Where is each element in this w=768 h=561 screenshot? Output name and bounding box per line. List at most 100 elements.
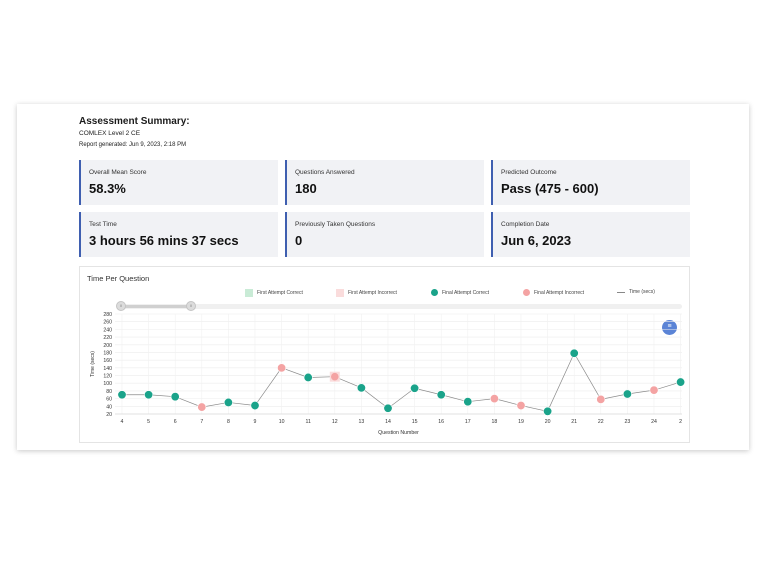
y-tick-label: 260 [103,320,112,326]
data-point [250,401,260,411]
data-point [596,394,606,404]
stat-value: 0 [295,233,303,248]
legend-label: First Attempt Correct [257,290,303,296]
legend-label: Final Attempt Correct [442,289,489,296]
y-tick-label: 60 [106,397,112,403]
data-point [356,383,366,393]
chart-title: Time Per Question [87,274,150,283]
data-point [489,394,499,404]
final-correct-dot-icon [431,289,438,296]
x-tick-label: 4 [121,419,124,425]
legend-time[interactable]: Time (secs) [617,289,655,295]
x-tick-label: 16 [438,419,444,425]
final-incorrect-dot-icon [523,289,530,296]
zoom-slider-range[interactable] [122,305,191,308]
stat-label: Previously Taken Questions [295,221,376,228]
legend-first-incorrect[interactable]: First Attempt Incorrect [336,289,397,297]
first-incorrect-swatch-icon [336,289,344,297]
data-point [436,390,446,400]
zoom-slider-handle-right[interactable]: II [186,301,196,311]
y-tick-label: 80 [106,389,112,395]
y-tick-label: 20 [106,412,112,418]
stat-value: Jun 6, 2023 [501,233,572,248]
y-tick-label: 40 [106,404,112,410]
x-tick-label: 9 [254,419,257,425]
data-point [463,397,473,407]
x-tick-label: 13 [359,419,365,425]
chart-menu-button[interactable]: ≡ [662,320,677,335]
y-tick-label: 180 [103,350,112,356]
data-point [410,383,420,393]
y-tick-label: 100 [103,381,112,387]
y-tick-label: 160 [103,358,112,364]
x-tick-label: 10 [279,419,285,425]
time-line-icon [617,291,625,293]
stat-label: Completion Date [501,221,550,228]
legend-label: First Attempt Incorrect [348,290,397,296]
exam-name: COMLEX Level 2 CE [79,130,141,137]
y-tick-label: 280 [103,312,112,318]
first-correct-swatch-icon [245,289,253,297]
x-tick-label: 21 [571,419,577,425]
x-tick-label: 15 [412,419,418,425]
x-tick-label: 22 [598,419,604,425]
stat-completion-date: Completion Date Jun 6, 2023 [491,212,690,257]
data-point [170,392,180,402]
x-axis-label: Question Number [378,430,419,436]
data-point [516,401,526,411]
legend-final-incorrect[interactable]: Final Attempt Incorrect [523,289,584,296]
zoom-slider-track[interactable] [117,304,682,309]
x-tick-label: 23 [625,419,631,425]
x-tick-label: 2 [679,419,682,425]
data-point [144,390,154,400]
legend-final-correct[interactable]: Final Attempt Correct [431,289,489,296]
legend-label: Time (secs) [629,289,655,295]
x-tick-label: 17 [465,419,471,425]
data-point [303,372,313,382]
legend-first-correct[interactable]: First Attempt Correct [245,289,303,297]
assessment-summary-card: Assessment Summary: COMLEX Level 2 CE Re… [17,104,749,450]
x-tick-label: 20 [545,419,551,425]
summary-title: Assessment Summary: [79,116,190,127]
stat-value: 180 [295,181,317,196]
stat-value: Pass (475 - 600) [501,181,599,196]
x-tick-label: 12 [332,419,338,425]
legend-label: Final Attempt Incorrect [534,289,585,296]
data-point [676,377,685,387]
x-tick-label: 6 [174,419,177,425]
data-point [277,363,287,373]
x-tick-label: 14 [385,419,391,425]
data-point [197,402,207,412]
x-tick-label: 7 [200,419,203,425]
zoom-slider-handle-left[interactable]: II [116,301,126,311]
stat-label: Test Time [89,221,117,228]
data-point [543,406,553,416]
y-axis-label: Time (secs) [90,351,96,377]
stat-label: Overall Mean Score [89,169,147,176]
stat-label: Predicted Outcome [501,169,557,176]
stat-value: 3 hours 56 mins 37 secs [89,233,239,248]
x-tick-label: 24 [651,419,657,425]
x-tick-label: 19 [518,419,524,425]
data-point [331,372,339,381]
data-point [569,348,579,358]
data-point [622,389,632,399]
stat-overall-mean-score: Overall Mean Score 58.3% [79,160,278,205]
data-point [117,390,127,400]
stat-previously-taken: Previously Taken Questions 0 [285,212,484,257]
stat-test-time: Test Time 3 hours 56 mins 37 secs [79,212,278,257]
y-tick-label: 220 [103,335,112,341]
data-point [649,385,659,395]
stat-value: 58.3% [89,181,126,196]
x-tick-label: 11 [306,419,311,425]
x-tick-label: 8 [227,419,230,425]
y-tick-label: 200 [103,343,112,349]
time-series-line [122,352,681,412]
y-tick-label: 240 [103,327,112,333]
stat-label: Questions Answered [295,169,355,176]
x-tick-label: 5 [147,419,150,425]
y-tick-label: 120 [103,374,112,380]
data-point [223,397,233,407]
stat-predicted-outcome: Predicted Outcome Pass (475 - 600) [491,160,690,205]
report-generated: Report generated: Jun 9, 2023, 2:18 PM [79,142,187,148]
